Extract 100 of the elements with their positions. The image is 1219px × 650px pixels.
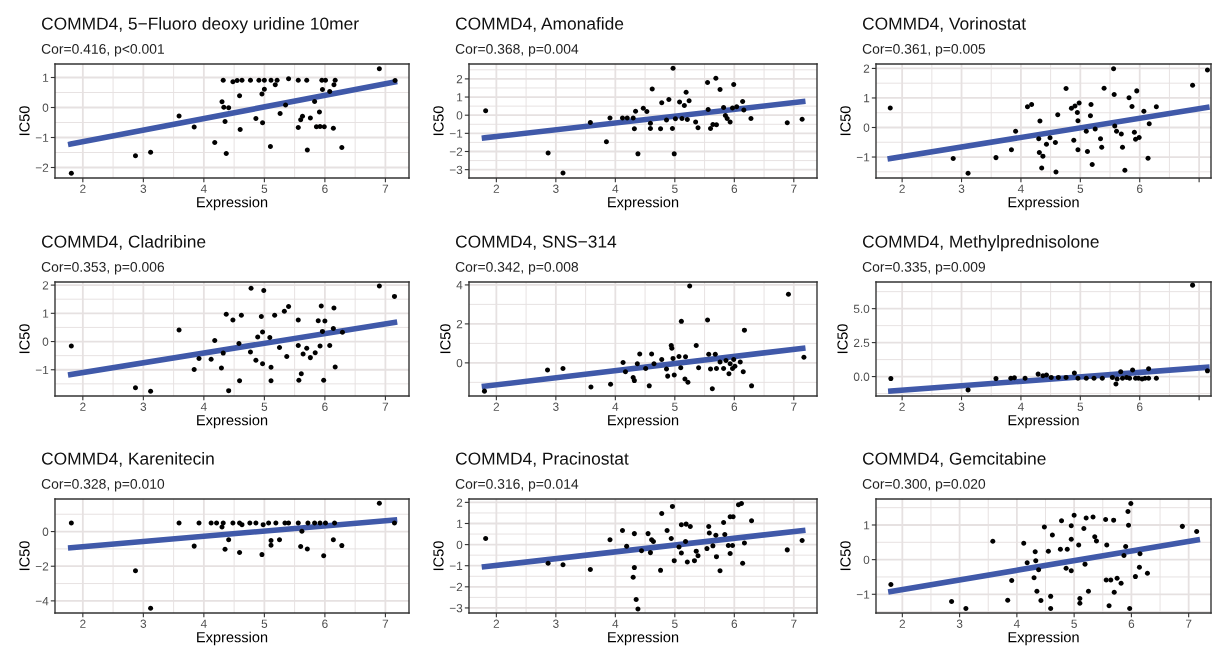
point xyxy=(658,126,664,132)
point xyxy=(322,318,328,324)
point xyxy=(669,125,675,131)
point xyxy=(1087,113,1093,119)
point xyxy=(327,342,333,348)
point xyxy=(295,125,301,131)
y-axis-title: IC50 xyxy=(840,541,851,571)
y-tick-label: 1 xyxy=(43,73,49,82)
point xyxy=(647,550,653,556)
y-tick-label: 0 xyxy=(863,555,870,565)
point xyxy=(607,537,613,543)
point xyxy=(670,355,676,361)
y-tick-label: 0 xyxy=(456,540,463,549)
point xyxy=(226,537,232,543)
point xyxy=(1091,375,1097,381)
point xyxy=(676,353,682,359)
point xyxy=(1099,144,1105,150)
point xyxy=(671,151,677,157)
x-axis-title: Expression xyxy=(1008,414,1079,429)
x-tick-label: 5 xyxy=(1077,402,1084,411)
point xyxy=(705,80,711,86)
y-tick-label: 2.5 xyxy=(853,338,870,347)
y-tick-label: 0 xyxy=(456,358,463,368)
point xyxy=(148,388,154,394)
y-tick-label: −1 xyxy=(35,365,49,375)
point xyxy=(68,343,74,349)
point xyxy=(1114,128,1120,134)
point xyxy=(223,311,229,317)
y-axis-title: IC50 xyxy=(19,324,30,354)
point xyxy=(734,104,740,110)
point xyxy=(1088,101,1094,107)
y-tick-label: 4 xyxy=(456,281,463,290)
point xyxy=(1118,580,1124,586)
point xyxy=(749,518,755,524)
point xyxy=(659,511,665,517)
point xyxy=(659,100,665,106)
point xyxy=(639,548,645,554)
point xyxy=(1103,516,1109,522)
x-tick-label: 7 xyxy=(791,184,797,193)
point xyxy=(640,105,646,111)
point xyxy=(727,550,733,556)
y-tick-label: −2 xyxy=(35,163,49,172)
point xyxy=(722,531,728,537)
point xyxy=(1082,561,1088,567)
point xyxy=(260,120,266,126)
y-tick-label: −1 xyxy=(856,153,870,162)
point xyxy=(1114,575,1120,581)
point xyxy=(665,373,671,379)
point xyxy=(295,520,301,526)
point xyxy=(221,104,227,110)
x-tick-label: 4 xyxy=(612,402,619,411)
point xyxy=(649,86,655,92)
point xyxy=(706,351,712,357)
point xyxy=(687,283,693,289)
chart-subtitle: Cor=0.342, p=0.008 xyxy=(455,262,579,275)
point xyxy=(238,312,244,318)
point xyxy=(741,107,747,113)
point xyxy=(713,75,719,81)
x-axis-title: Expression xyxy=(197,414,268,429)
point xyxy=(376,66,382,72)
point xyxy=(1031,575,1037,581)
x-tick-label: 7 xyxy=(382,184,389,193)
y-tick-label: −2 xyxy=(449,147,463,156)
point xyxy=(727,361,733,367)
x-tick-label: 5 xyxy=(672,402,678,411)
point xyxy=(1049,532,1055,538)
x-tick-label: 7 xyxy=(382,619,389,628)
point xyxy=(784,120,790,126)
y-tick-label: −3 xyxy=(449,165,463,175)
point xyxy=(1052,140,1058,146)
x-tick-label: 4 xyxy=(1013,619,1020,628)
point xyxy=(1035,371,1041,377)
point xyxy=(993,155,999,161)
point xyxy=(312,99,318,104)
point xyxy=(1048,374,1054,380)
y-tick-label: 2 xyxy=(42,281,49,290)
y-axis-title: IC50 xyxy=(19,541,30,571)
point xyxy=(603,139,609,145)
point xyxy=(1036,136,1042,142)
point xyxy=(633,108,639,114)
point xyxy=(1048,605,1054,611)
point xyxy=(255,334,261,340)
point xyxy=(214,520,220,526)
point xyxy=(678,365,684,371)
point xyxy=(708,366,714,372)
point xyxy=(799,538,805,544)
x-tick-label: 5 xyxy=(261,402,268,411)
x-tick-label: 2 xyxy=(899,184,905,193)
y-axis-title: IC50 xyxy=(840,106,851,136)
point xyxy=(1034,588,1040,594)
point xyxy=(664,527,670,533)
point xyxy=(222,546,228,552)
point xyxy=(312,520,318,526)
chart-subtitle: Cor=0.328, p=0.010 xyxy=(41,479,165,492)
point xyxy=(634,361,640,367)
point xyxy=(644,109,650,115)
point xyxy=(295,342,301,348)
point xyxy=(391,520,397,526)
x-tick-label: 5 xyxy=(1077,184,1084,193)
point xyxy=(799,116,805,122)
